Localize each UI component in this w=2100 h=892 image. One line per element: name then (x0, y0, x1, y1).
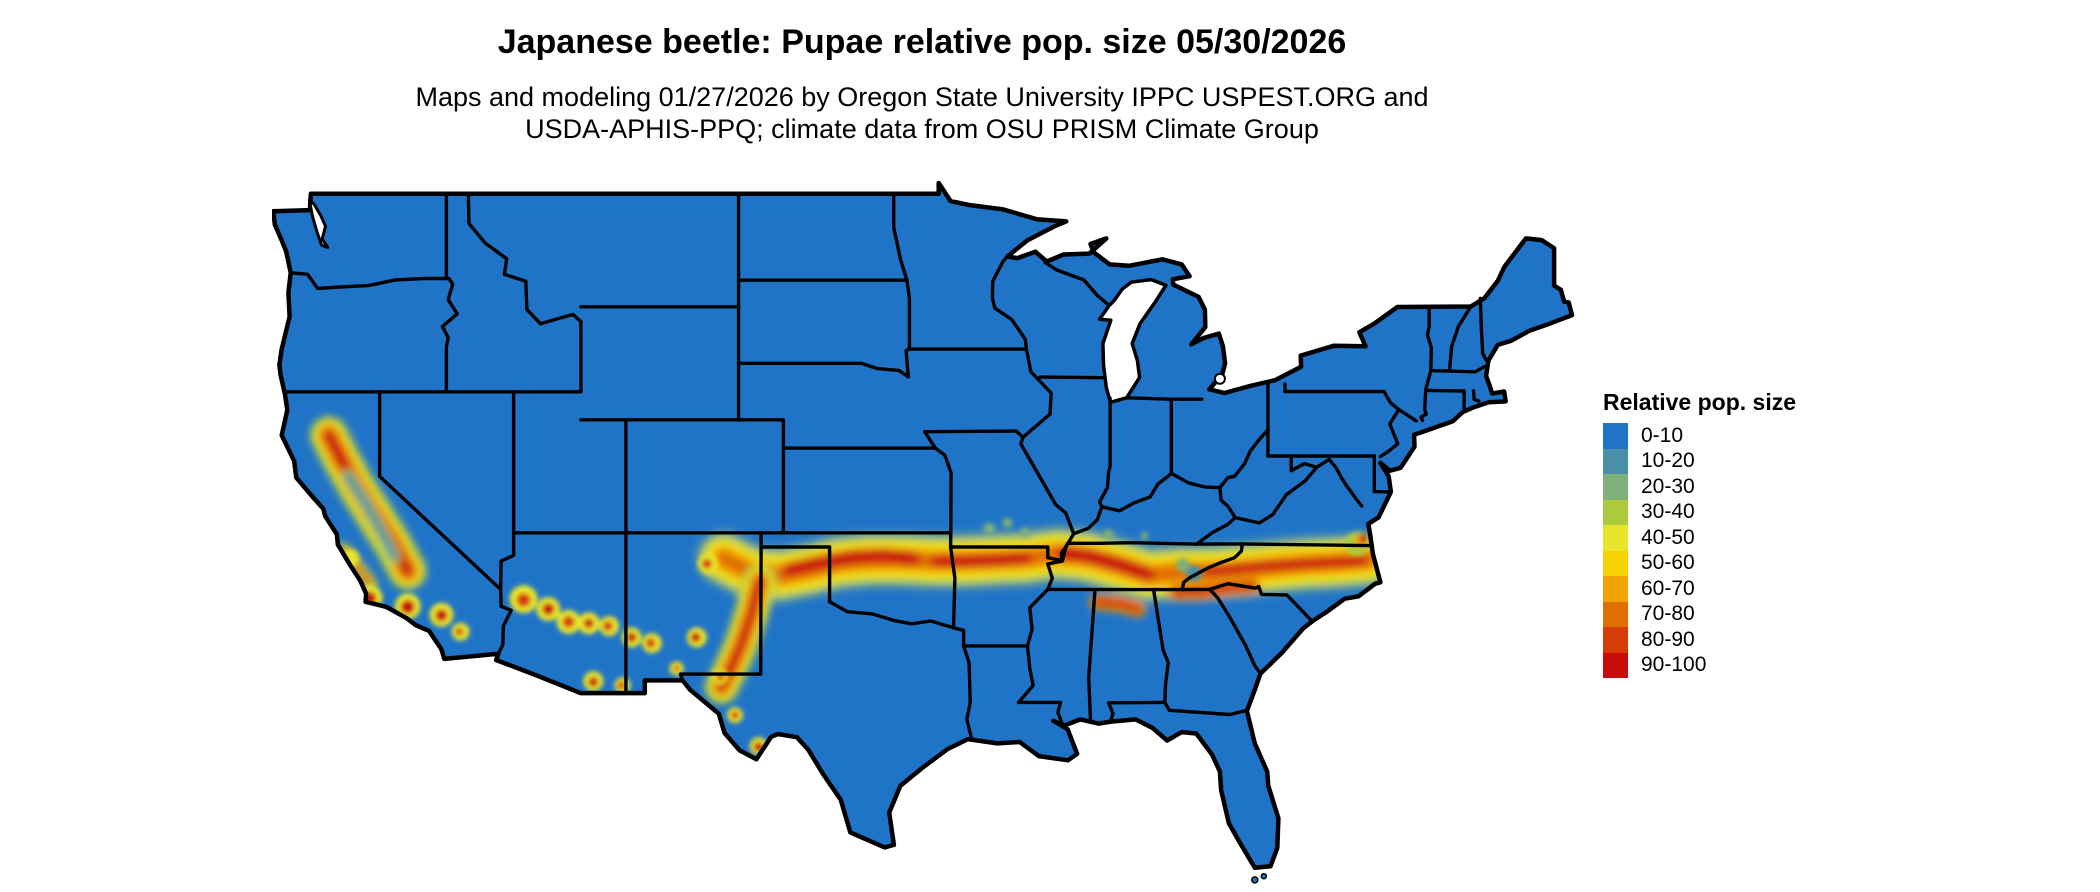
legend-item: 70-80 (1603, 601, 1796, 627)
legend-item: 90-100 (1603, 652, 1796, 678)
population-heatmap (309, 416, 1398, 756)
us-choropleth-map (272, 181, 1592, 891)
legend-item: 40-50 (1603, 525, 1796, 551)
legend-item-label: 60-70 (1641, 576, 1695, 600)
legend-item-label: 0-10 (1641, 423, 1684, 447)
legend-item: 80-90 (1603, 627, 1796, 653)
legend-swatch (1603, 474, 1628, 500)
legend-item: 60-70 (1603, 576, 1796, 602)
legend-item: 50-60 (1603, 550, 1796, 576)
legend-item-label: 50-60 (1641, 551, 1695, 575)
lake-st-clair (1213, 372, 1226, 385)
legend-item-label: 20-30 (1641, 474, 1695, 498)
us-landmass (273, 183, 1573, 868)
legend-item-label: 80-90 (1641, 627, 1695, 651)
florida-keys (1251, 872, 1268, 884)
legend-swatch (1603, 652, 1628, 678)
legend-swatch (1603, 576, 1628, 602)
legend-item: 30-40 (1603, 499, 1796, 525)
legend-title: Relative pop. size (1603, 389, 1797, 415)
legend-item-label: 40-50 (1641, 525, 1695, 549)
legend-item: 20-30 (1603, 474, 1796, 500)
legend-items: 0-10 10-20 20-30 30-40 40-50 50-60 60-70 70-80 8… (1603, 423, 1796, 678)
legend-swatch (1603, 448, 1628, 474)
legend-item: 10-20 (1603, 448, 1796, 474)
figure-subtitle-line2: USDA-APHIS-PPQ; climate data from OSU PR… (525, 114, 1319, 144)
legend-swatch (1603, 627, 1628, 653)
great-lakes (1097, 277, 1226, 405)
legend-item-label: 70-80 (1641, 602, 1695, 626)
legend-swatch (1603, 423, 1628, 449)
us-map-svg (272, 181, 1575, 884)
legend-swatch (1603, 601, 1628, 627)
legend-item-label: 30-40 (1641, 500, 1695, 524)
figure-title: Japanese beetle: Pupae relative pop. siz… (497, 23, 1347, 61)
state-borders (283, 192, 1488, 740)
legend: Relative pop. size 0-10 10-20 20-30 30-40 40… (1603, 389, 1796, 678)
legend-swatch (1603, 499, 1628, 525)
legend-item-label: 10-20 (1641, 449, 1695, 473)
legend-item: 0-10 (1603, 423, 1796, 449)
figure-subtitle-line1: Maps and modeling 01/27/2026 by Oregon S… (415, 82, 1429, 112)
legend-swatch (1603, 550, 1628, 576)
legend-swatch (1603, 525, 1628, 551)
lake-michigan (1097, 277, 1168, 405)
puget-sound (307, 198, 330, 249)
legend-item-label: 90-100 (1641, 653, 1707, 677)
